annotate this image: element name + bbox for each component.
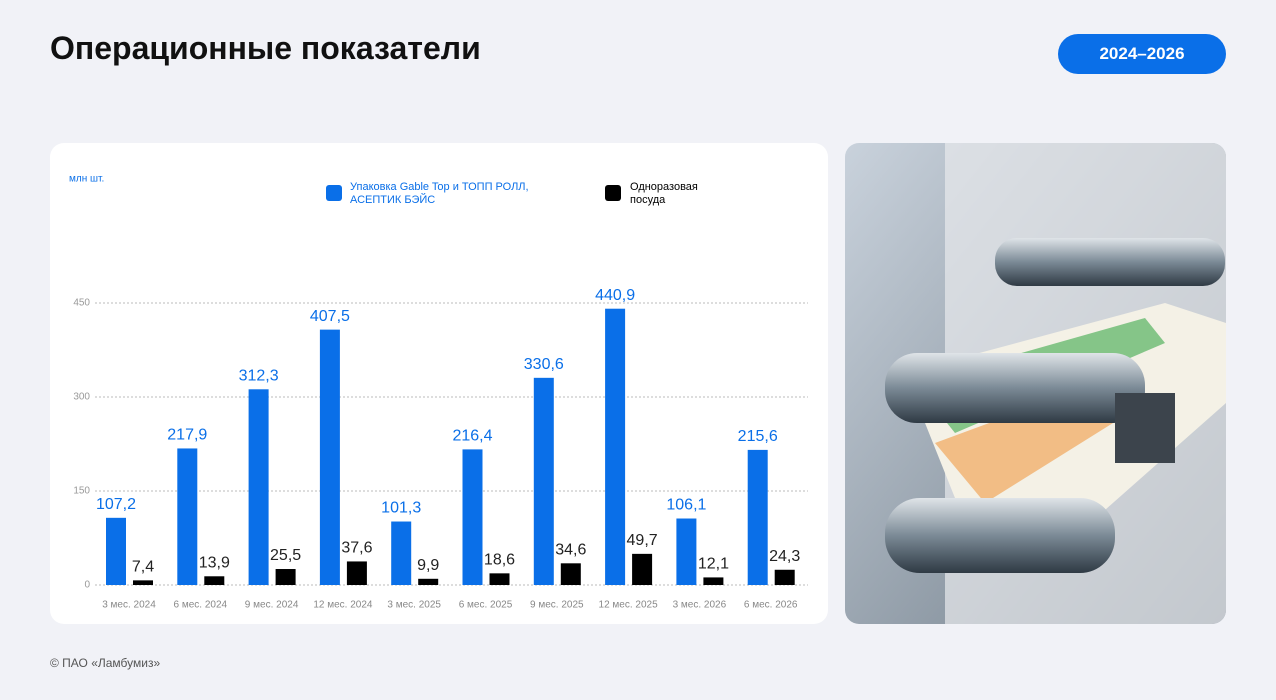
bar [275, 569, 296, 585]
unit-label: млн шт. [69, 174, 104, 185]
bar [133, 580, 153, 585]
value-label: 330,6 [524, 356, 564, 373]
value-label: 107,2 [96, 496, 136, 513]
value-label: 24,3 [769, 548, 800, 565]
photo [845, 143, 1226, 624]
bar [489, 573, 510, 585]
value-label: 440,9 [595, 287, 635, 304]
bar [774, 569, 795, 585]
bar [605, 308, 626, 585]
value-label: 9,9 [417, 557, 439, 574]
x-tick-label: 3 мес. 2025 [387, 600, 441, 611]
value-label: 216,4 [452, 428, 492, 445]
value-label: 217,9 [167, 427, 207, 444]
bar [106, 517, 126, 585]
value-label: 13,9 [199, 555, 230, 572]
title: Операционные показатели [50, 30, 481, 66]
bar [319, 329, 340, 585]
bar [747, 449, 768, 585]
legend-swatch [605, 185, 621, 201]
value-label: 7,4 [132, 559, 154, 576]
bar [703, 577, 724, 585]
x-tick-label: 12 мес. 2024 [313, 600, 373, 611]
value-label: 34,6 [555, 542, 586, 559]
bar [632, 553, 653, 585]
bar [248, 389, 269, 585]
bar [560, 563, 581, 585]
bar [533, 377, 554, 585]
value-label: 37,6 [341, 540, 372, 557]
value-label: 215,6 [738, 428, 778, 445]
chart-card: млн шт. 0 150 300 450 3 мес. 2024 107,2 7,4 6 м… [50, 143, 828, 624]
value-label: 18,6 [484, 552, 515, 569]
x-tick-label: 6 мес. 2025 [459, 600, 513, 611]
bar [391, 521, 412, 585]
y-tick-label: 0 [84, 580, 90, 591]
bar [177, 448, 198, 585]
value-label: 407,5 [310, 308, 350, 325]
value-label: 25,5 [270, 547, 301, 564]
y-tick-label: 150 [73, 486, 90, 497]
chart: млн шт. 0 150 300 450 3 мес. 2024 107,2 7,4 6 м… [69, 174, 808, 611]
x-tick-label: 6 мес. 2024 [174, 600, 228, 611]
x-tick-label: 3 мес. 2026 [673, 600, 727, 611]
bar [418, 578, 439, 585]
legend-swatch [326, 185, 342, 201]
bar [204, 576, 225, 585]
x-tick-label: 3 мес. 2024 [102, 600, 156, 611]
x-tick-label: 6 мес. 2026 [744, 600, 798, 611]
photo-illustration [845, 143, 1226, 624]
bar [676, 518, 697, 585]
y-tick-label: 300 [73, 392, 90, 403]
value-label: 101,3 [381, 500, 421, 517]
bar [462, 449, 483, 585]
x-tick-label: 12 мес. 2025 [599, 600, 659, 611]
legend-label: Одноразовая посуда [630, 181, 698, 206]
x-tick-label: 9 мес. 2025 [530, 600, 584, 611]
value-label: 312,3 [239, 368, 279, 385]
period-badge: 2024–2026 [1058, 34, 1226, 74]
footer: © ПАО «Ламбумиз» [50, 656, 161, 670]
legend-label: Упаковка Gable Top и ТОПП РОЛЛ, АСЕПТИК … [350, 181, 529, 206]
x-tick-label: 9 мес. 2024 [245, 600, 299, 611]
value-label: 49,7 [627, 532, 658, 549]
value-label: 12,1 [698, 556, 729, 573]
bar [346, 561, 367, 585]
value-label: 106,1 [666, 497, 706, 514]
y-tick-label: 450 [73, 298, 90, 309]
